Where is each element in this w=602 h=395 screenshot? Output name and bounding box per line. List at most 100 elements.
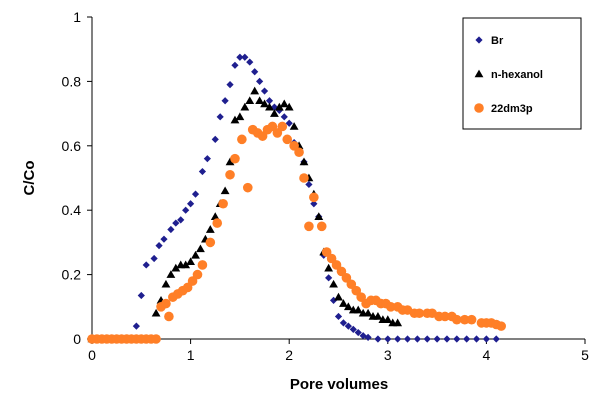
y-tick-label: 0.2	[62, 267, 82, 283]
data-point	[191, 250, 200, 259]
data-point	[274, 102, 284, 111]
x-tick-label: 1	[187, 347, 195, 363]
data-point	[325, 274, 333, 282]
data-point	[339, 299, 348, 307]
data-point	[374, 335, 382, 343]
data-point	[364, 333, 372, 341]
data-point	[226, 81, 234, 89]
data-point	[212, 218, 223, 228]
data-point	[299, 157, 309, 166]
data-point	[339, 319, 348, 327]
data-point	[433, 335, 441, 343]
data-point	[181, 260, 191, 269]
data-point	[334, 312, 343, 321]
legend-marker	[475, 36, 483, 44]
data-point	[284, 102, 294, 111]
x-tick-label: 4	[483, 347, 491, 363]
legend-marker	[474, 69, 484, 78]
data-point	[155, 242, 163, 250]
data-point	[466, 314, 477, 325]
data-point	[279, 99, 289, 108]
data-point	[344, 322, 352, 330]
data-point	[237, 134, 247, 145]
data-point	[166, 270, 176, 278]
data-point	[161, 279, 171, 288]
data-point	[453, 335, 461, 343]
data-point	[280, 113, 288, 121]
data-point	[245, 96, 255, 105]
data-point	[289, 122, 299, 130]
data-point	[309, 192, 319, 203]
data-point	[394, 335, 402, 343]
data-point	[220, 186, 230, 195]
data-point	[363, 308, 373, 317]
data-point	[160, 235, 168, 243]
data-point	[459, 314, 470, 325]
x-tick-label: 3	[384, 347, 392, 363]
data-point	[210, 212, 220, 220]
data-point	[132, 322, 140, 330]
data-point	[246, 58, 254, 66]
data-point	[186, 257, 195, 266]
legend: Br n-hexanol 22dm3p	[462, 17, 582, 130]
data-point	[373, 312, 383, 320]
data-point	[196, 244, 205, 253]
data-point	[205, 237, 216, 248]
data-point	[270, 109, 279, 117]
y-tick-label: 1	[73, 9, 81, 25]
data-point	[251, 68, 259, 76]
data-point	[310, 200, 318, 208]
data-point	[282, 134, 293, 145]
data-point	[225, 157, 235, 166]
data-point	[192, 269, 203, 280]
data-point	[359, 332, 367, 340]
y-axis-title: C/Co	[21, 161, 38, 196]
data-point	[137, 291, 145, 300]
x-tick-label: 0	[88, 347, 96, 363]
data-point	[221, 97, 229, 105]
data-point	[171, 263, 181, 272]
data-point	[236, 53, 244, 61]
series-Br	[88, 53, 500, 343]
data-point	[231, 61, 239, 69]
series-n-hexanol	[87, 86, 403, 343]
data-point	[191, 190, 200, 198]
data-point	[256, 77, 264, 85]
data-point	[343, 302, 353, 311]
data-point	[329, 279, 338, 288]
data-point	[305, 180, 313, 189]
data-point	[414, 308, 425, 319]
data-point	[270, 103, 279, 111]
data-point	[413, 335, 421, 343]
data-point	[142, 261, 150, 269]
data-point	[316, 221, 327, 232]
data-point	[164, 311, 174, 322]
data-point	[151, 308, 161, 317]
data-point	[452, 314, 462, 325]
data-point	[403, 335, 412, 343]
data-point	[393, 318, 403, 327]
data-point	[383, 315, 393, 323]
axes: 0 1 2 3 4 5 0 0.2 0.4 0.6 0.8 1	[62, 9, 590, 363]
data-point	[384, 335, 392, 343]
data-point	[385, 302, 396, 312]
data-point	[463, 335, 471, 343]
data-point	[324, 263, 334, 272]
data-point	[230, 115, 240, 124]
data-point	[250, 86, 260, 95]
data-point	[177, 216, 185, 224]
x-axis-title: Pore volumes	[290, 376, 388, 393]
data-point	[482, 335, 490, 343]
data-point	[496, 321, 506, 331]
data-point	[182, 206, 190, 214]
data-point	[161, 298, 171, 309]
series-22dm3p	[87, 121, 506, 344]
data-point	[265, 102, 274, 111]
x-tick-label: 5	[581, 347, 589, 363]
data-point	[205, 225, 215, 233]
data-point	[187, 200, 195, 208]
data-point	[230, 153, 240, 164]
data-point	[218, 198, 228, 209]
legend-label: Br	[491, 35, 504, 47]
